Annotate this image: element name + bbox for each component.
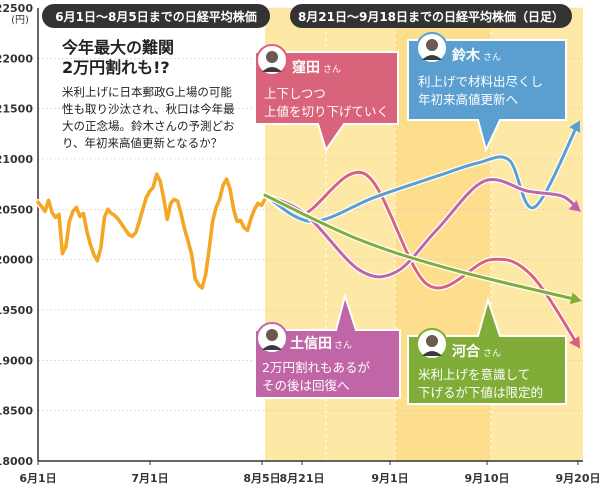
- x-tick-label: 9月10日: [465, 472, 510, 485]
- callout-suzuki-box: [407, 39, 567, 153]
- suzuki-avatar-head-icon: [426, 39, 438, 51]
- callout-kubota-suffix: さん: [323, 64, 341, 75]
- callout-suzuki: 鈴木 さん 利上げで材料出尽くし 年初来高値更新へ: [407, 32, 567, 153]
- callout-tsuchida-name: 土信田: [290, 335, 332, 352]
- history-series: [34, 170, 269, 292]
- y-tick-label: 18500: [0, 405, 33, 418]
- intro-block: 今年最大の難関 2万円割れも!? 米利上げに日本郵政G上場の可能 性も取り沙汰さ…: [61, 38, 235, 150]
- forecast-line-tsuchida-arrowhead: [568, 200, 582, 212]
- intro-body-line1: 米利上げに日本郵政G上場の可能: [62, 85, 232, 99]
- intro-body-line3: 大の正念場。鈴木さんの予測どお: [62, 119, 235, 133]
- tsuchida-avatar-body-icon: [262, 345, 282, 350]
- suzuki-avatar-body-icon: [422, 55, 442, 60]
- header-right-text: 8月21日〜9月18日までの日経平均株価（日足）: [298, 9, 564, 24]
- x-tick-label: 9月20日: [556, 472, 600, 485]
- header-left: 6月1日〜8月5日までの日経平均株価: [42, 4, 270, 28]
- callout-kawai: 河合 さん 米利上げを意識して 下げるが下値は限定的: [407, 296, 567, 405]
- callout-kubota-name: 窪田: [292, 59, 320, 76]
- kubota-avatar-body-icon: [262, 67, 282, 72]
- callout-kawai-line2: 下げるが下値は限定的: [418, 385, 543, 400]
- forecast-line-kawai: [263, 193, 580, 302]
- callout-suzuki-line1: 利上げで材料出尽くし: [418, 74, 543, 89]
- y-tick-label: 20500: [0, 203, 33, 216]
- y-tick-label: 20000: [0, 254, 33, 267]
- callout-suzuki-name: 鈴木: [452, 47, 481, 64]
- callout-kawai-name: 河合: [452, 343, 481, 360]
- y-tick-label: 19000: [0, 354, 33, 367]
- header-right: 8月21日〜9月18日までの日経平均株価（日足）: [290, 4, 572, 28]
- y-tick-label: 21500: [0, 103, 33, 116]
- callout-tsuchida-line1: 2万円割れもあるが: [262, 360, 370, 375]
- intro-title-line1: 今年最大の難関: [61, 38, 174, 57]
- callout-suzuki-suffix: さん: [483, 52, 501, 63]
- callout-tsuchida-line2: その後は回復へ: [262, 378, 350, 393]
- callout-kubota-line1: 上下しつつ: [264, 86, 326, 101]
- intro-title-line2: 2万円割れも!?: [62, 58, 170, 77]
- callout-kubota: 窪田 さん 上下しつつ 上値を切り下げていく: [254, 44, 399, 153]
- tsuchida-avatar-head-icon: [266, 329, 278, 341]
- callout-kawai-suffix: さん: [483, 348, 501, 359]
- callout-kubota-line2: 上値を切り下げていく: [264, 104, 389, 119]
- x-tick-label: 6月1日: [19, 472, 56, 485]
- forecast-line-suzuki-arrowhead: [569, 120, 581, 133]
- callout-tsuchida: 土信田 さん 2万円割れもあるが その後は回復へ: [254, 292, 401, 399]
- forecast-line-kawai-arrowhead: [569, 292, 582, 305]
- forecast-line-tsuchida: [263, 178, 580, 279]
- history-line: [36, 172, 267, 290]
- kawai-avatar-body-icon: [422, 351, 442, 356]
- x-tick-label: 8月21日: [280, 472, 325, 485]
- y-tick-label: 21000: [0, 153, 33, 166]
- x-tick-label: 7月1日: [131, 472, 168, 485]
- callout-kawai-line1: 米利上げを意識して: [418, 367, 530, 382]
- callout-tsuchida-box: [254, 292, 401, 399]
- callout-kubota-box: [254, 51, 399, 153]
- y-unit-label: (円): [11, 15, 29, 26]
- intro-body-line2: 性も取り沙汰され、秋口は今年最: [62, 102, 235, 116]
- x-tick-label: 9月1日: [371, 472, 408, 485]
- kubota-avatar-head-icon: [266, 51, 278, 63]
- callout-suzuki-line2: 年初来高値更新へ: [418, 92, 518, 107]
- y-tick-label: 19500: [0, 304, 33, 317]
- kawai-avatar-head-icon: [426, 335, 438, 347]
- intro-body-line4: り、年初来高値更新となるか？: [62, 136, 222, 150]
- header-left-pill: [42, 4, 270, 28]
- y-tick-label: 22000: [0, 52, 33, 65]
- header-left-text: 6月1日〜8月5日までの日経平均株価: [55, 9, 256, 24]
- callout-tsuchida-suffix: さん: [334, 340, 352, 351]
- forecast-series: [262, 120, 582, 349]
- x-tick-label: 8月5日: [243, 472, 280, 485]
- axes: 18000 18500 19000 19500 20000 20500 21000 21500…: [0, 2, 600, 485]
- forecast-line-kubota-arrowhead: [569, 336, 581, 349]
- y-tick-label: 22500: [0, 2, 33, 15]
- callout-kawai-box: [407, 296, 567, 405]
- y-tick-label: 18000: [0, 455, 33, 468]
- header-right-pill: [290, 4, 572, 28]
